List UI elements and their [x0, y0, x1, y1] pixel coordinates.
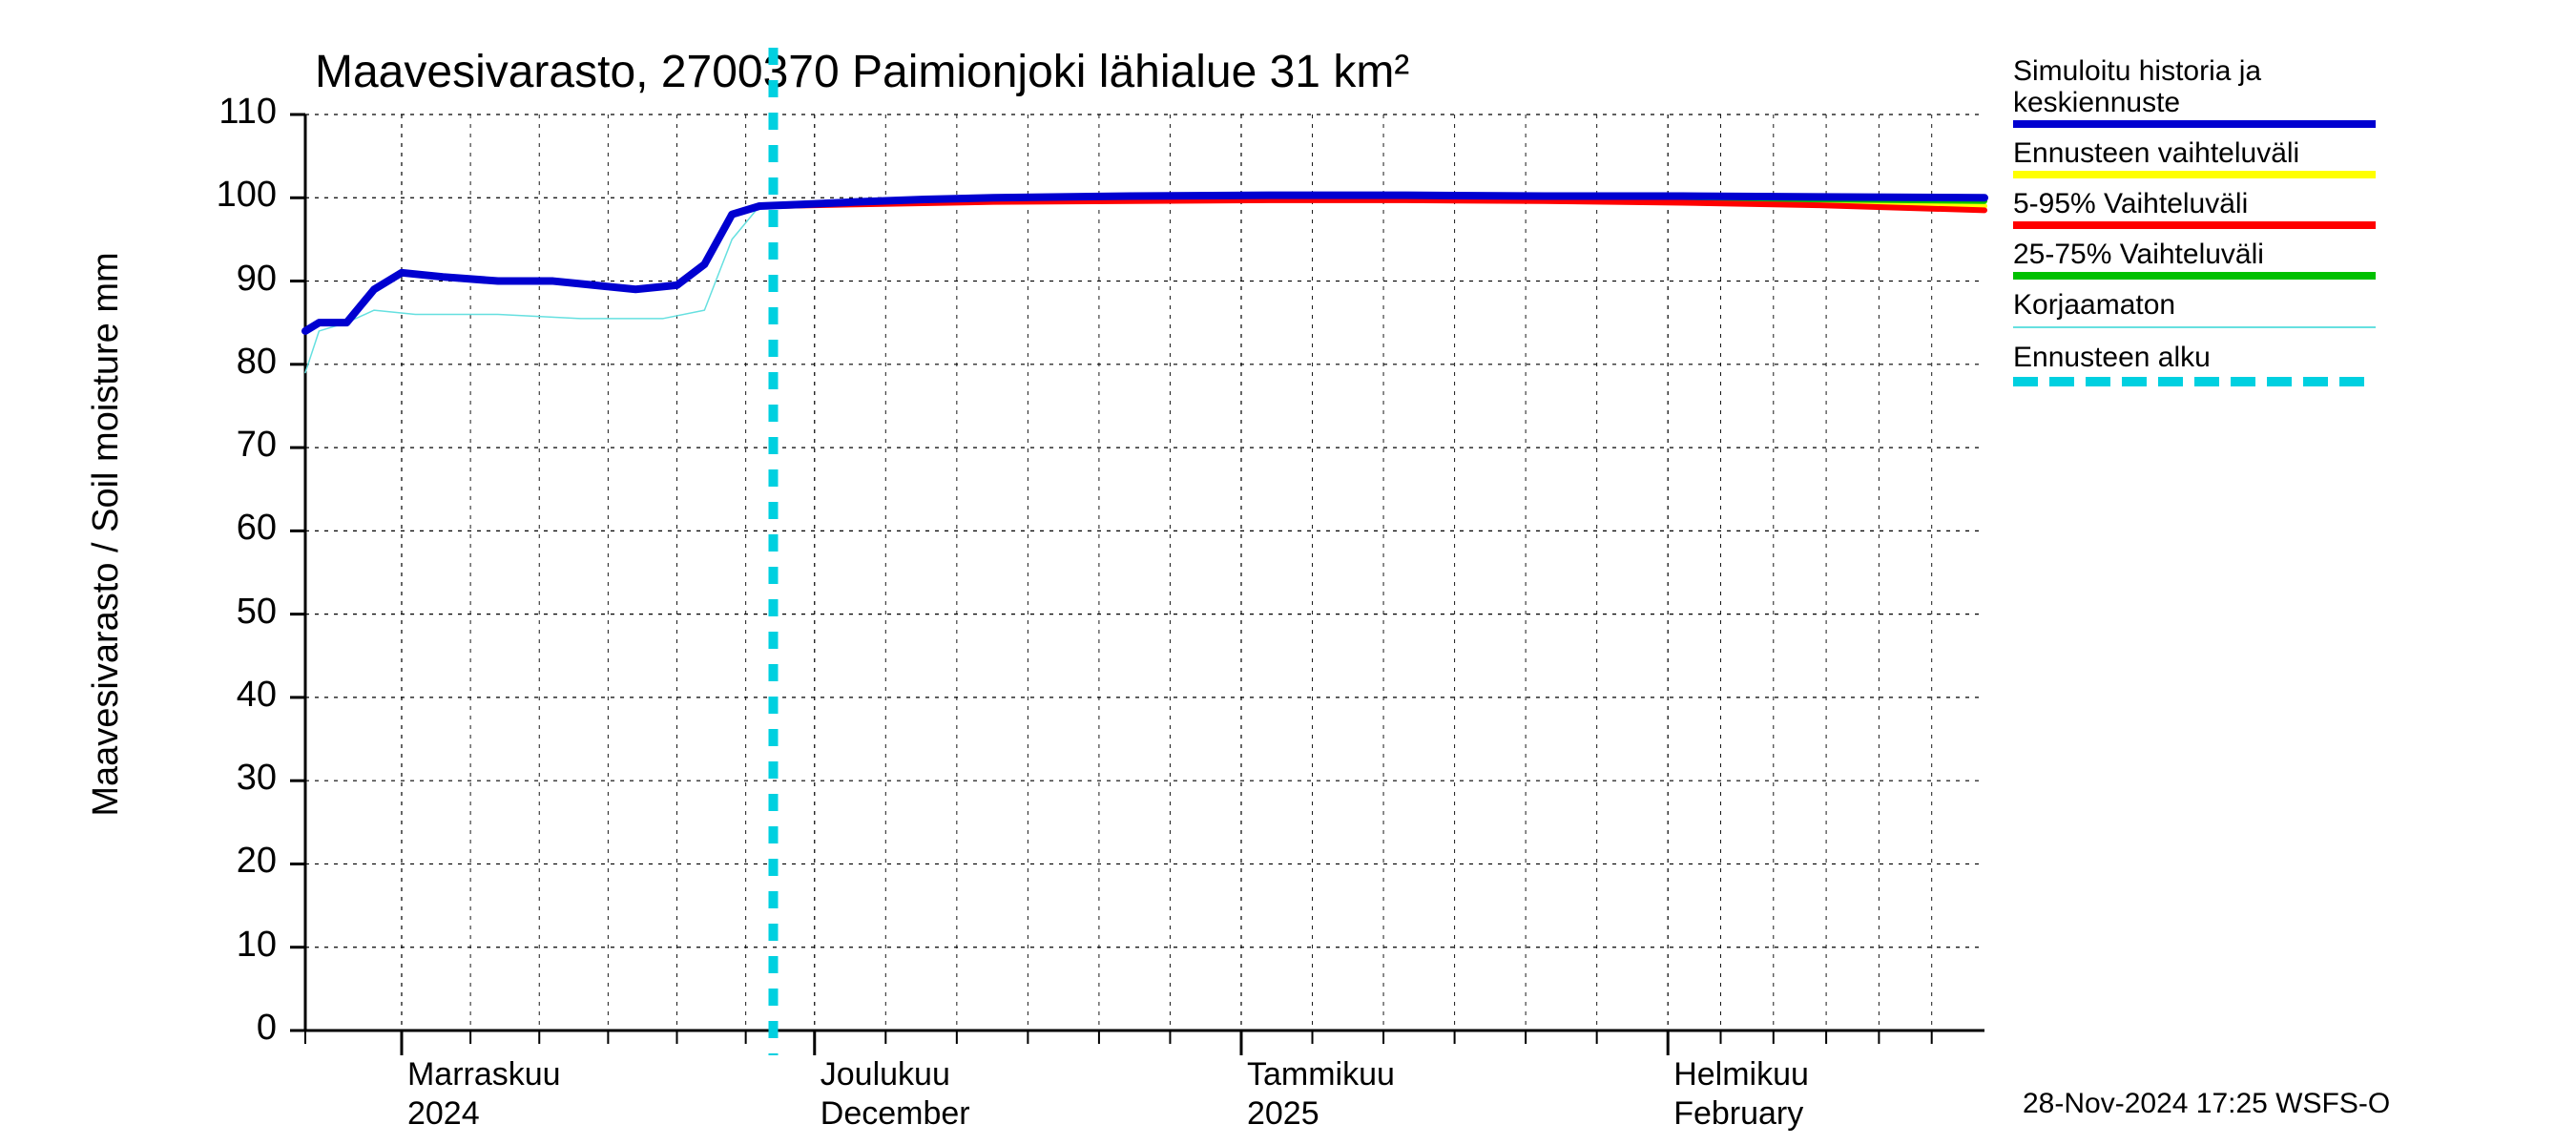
- legend-label: Ennusteen vaihteluväli: [2013, 137, 2376, 169]
- legend-swatch: [2013, 272, 2376, 280]
- chart-root: Maavesivarasto, 2700370 Paimionjoki lähi…: [0, 0, 2576, 1145]
- legend-entry: Simuloitu historia jakeskiennuste: [2013, 55, 2376, 128]
- legend-swatch: [2013, 326, 2376, 328]
- legend-swatch: [2013, 120, 2376, 128]
- legend-entry: Korjaamaton: [2013, 289, 2376, 328]
- legend-label: Simuloitu historia jakeskiennuste: [2013, 55, 2376, 118]
- legend-swatch: [2013, 171, 2376, 178]
- legend: Simuloitu historia jakeskiennuste Ennuste…: [2013, 55, 2376, 396]
- legend-label: Korjaamaton: [2013, 289, 2376, 321]
- timestamp-label: 28-Nov-2024 17:25 WSFS-O: [2023, 1088, 2390, 1120]
- legend-entry: 5-95% Vaihteluväli: [2013, 188, 2376, 229]
- legend-swatch: [2013, 221, 2376, 229]
- legend-label: Ennusteen alku: [2013, 342, 2376, 373]
- legend-swatch: [2013, 377, 2376, 386]
- legend-label: 25-75% Vaihteluväli: [2013, 239, 2376, 270]
- legend-entry: Ennusteen vaihteluväli: [2013, 137, 2376, 178]
- legend-entry: 25-75% Vaihteluväli: [2013, 239, 2376, 280]
- legend-label: 5-95% Vaihteluväli: [2013, 188, 2376, 219]
- legend-entry: Ennusteen alku: [2013, 342, 2376, 386]
